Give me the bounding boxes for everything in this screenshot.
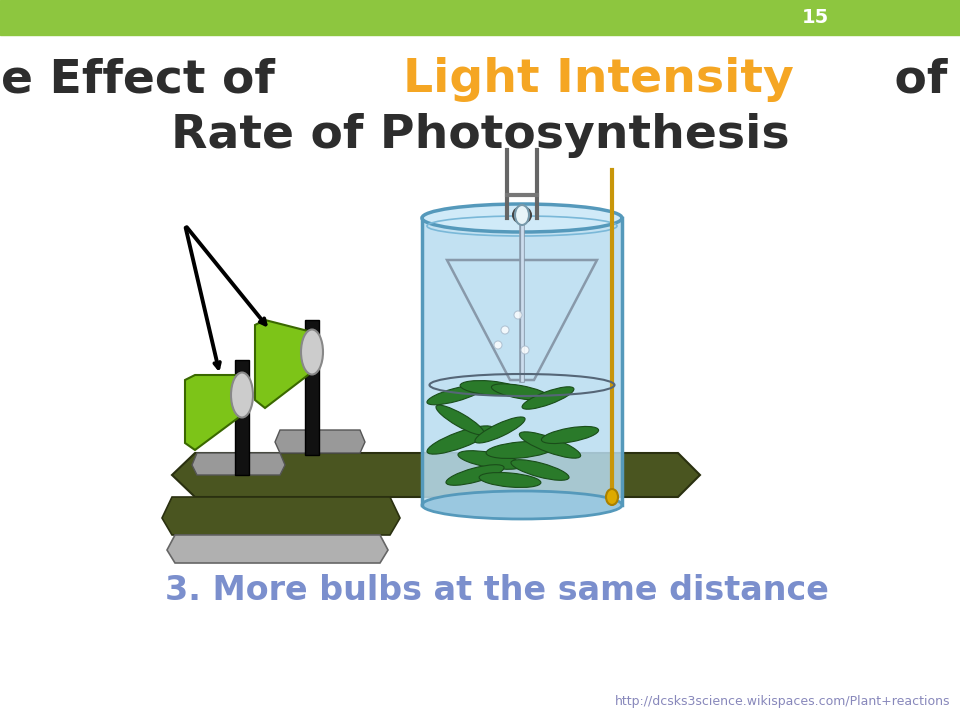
Text: http://dcsks3science.wikispaces.com/Plant+reactions: http://dcsks3science.wikispaces.com/Plan…: [614, 695, 950, 708]
Ellipse shape: [519, 432, 581, 458]
Text: Rate of Photosynthesis: Rate of Photosynthesis: [171, 112, 789, 158]
Ellipse shape: [460, 381, 520, 395]
Polygon shape: [192, 453, 285, 475]
Ellipse shape: [486, 441, 554, 459]
Bar: [422, 218, 622, 505]
Ellipse shape: [427, 426, 493, 454]
Ellipse shape: [422, 204, 622, 232]
Ellipse shape: [427, 385, 483, 405]
Ellipse shape: [513, 207, 531, 223]
Ellipse shape: [458, 451, 522, 469]
Ellipse shape: [436, 405, 484, 435]
Ellipse shape: [475, 417, 525, 443]
Bar: [0, 0, 960, 35]
Text: of the: of the: [878, 58, 960, 102]
Text: 3. More bulbs at the same distance: 3. More bulbs at the same distance: [165, 574, 828, 606]
Ellipse shape: [511, 459, 569, 480]
Ellipse shape: [606, 489, 618, 505]
Polygon shape: [162, 497, 400, 535]
Ellipse shape: [494, 341, 502, 349]
Ellipse shape: [522, 387, 574, 409]
Ellipse shape: [541, 426, 599, 444]
Bar: [305, 320, 319, 455]
Ellipse shape: [422, 491, 622, 519]
Polygon shape: [275, 430, 365, 453]
Ellipse shape: [446, 464, 504, 485]
Text: Light Intensity: Light Intensity: [403, 58, 794, 102]
Ellipse shape: [492, 384, 548, 400]
Text: 15: 15: [802, 8, 828, 27]
Ellipse shape: [521, 346, 529, 354]
Polygon shape: [255, 320, 312, 408]
Ellipse shape: [501, 326, 509, 334]
Ellipse shape: [301, 330, 323, 374]
Ellipse shape: [479, 472, 540, 487]
Ellipse shape: [231, 372, 253, 418]
Polygon shape: [167, 535, 388, 563]
Polygon shape: [185, 375, 242, 450]
Polygon shape: [172, 453, 700, 497]
Ellipse shape: [515, 205, 529, 225]
Ellipse shape: [514, 311, 522, 319]
Text: The Effect of: The Effect of: [0, 58, 291, 102]
Bar: [235, 360, 249, 475]
